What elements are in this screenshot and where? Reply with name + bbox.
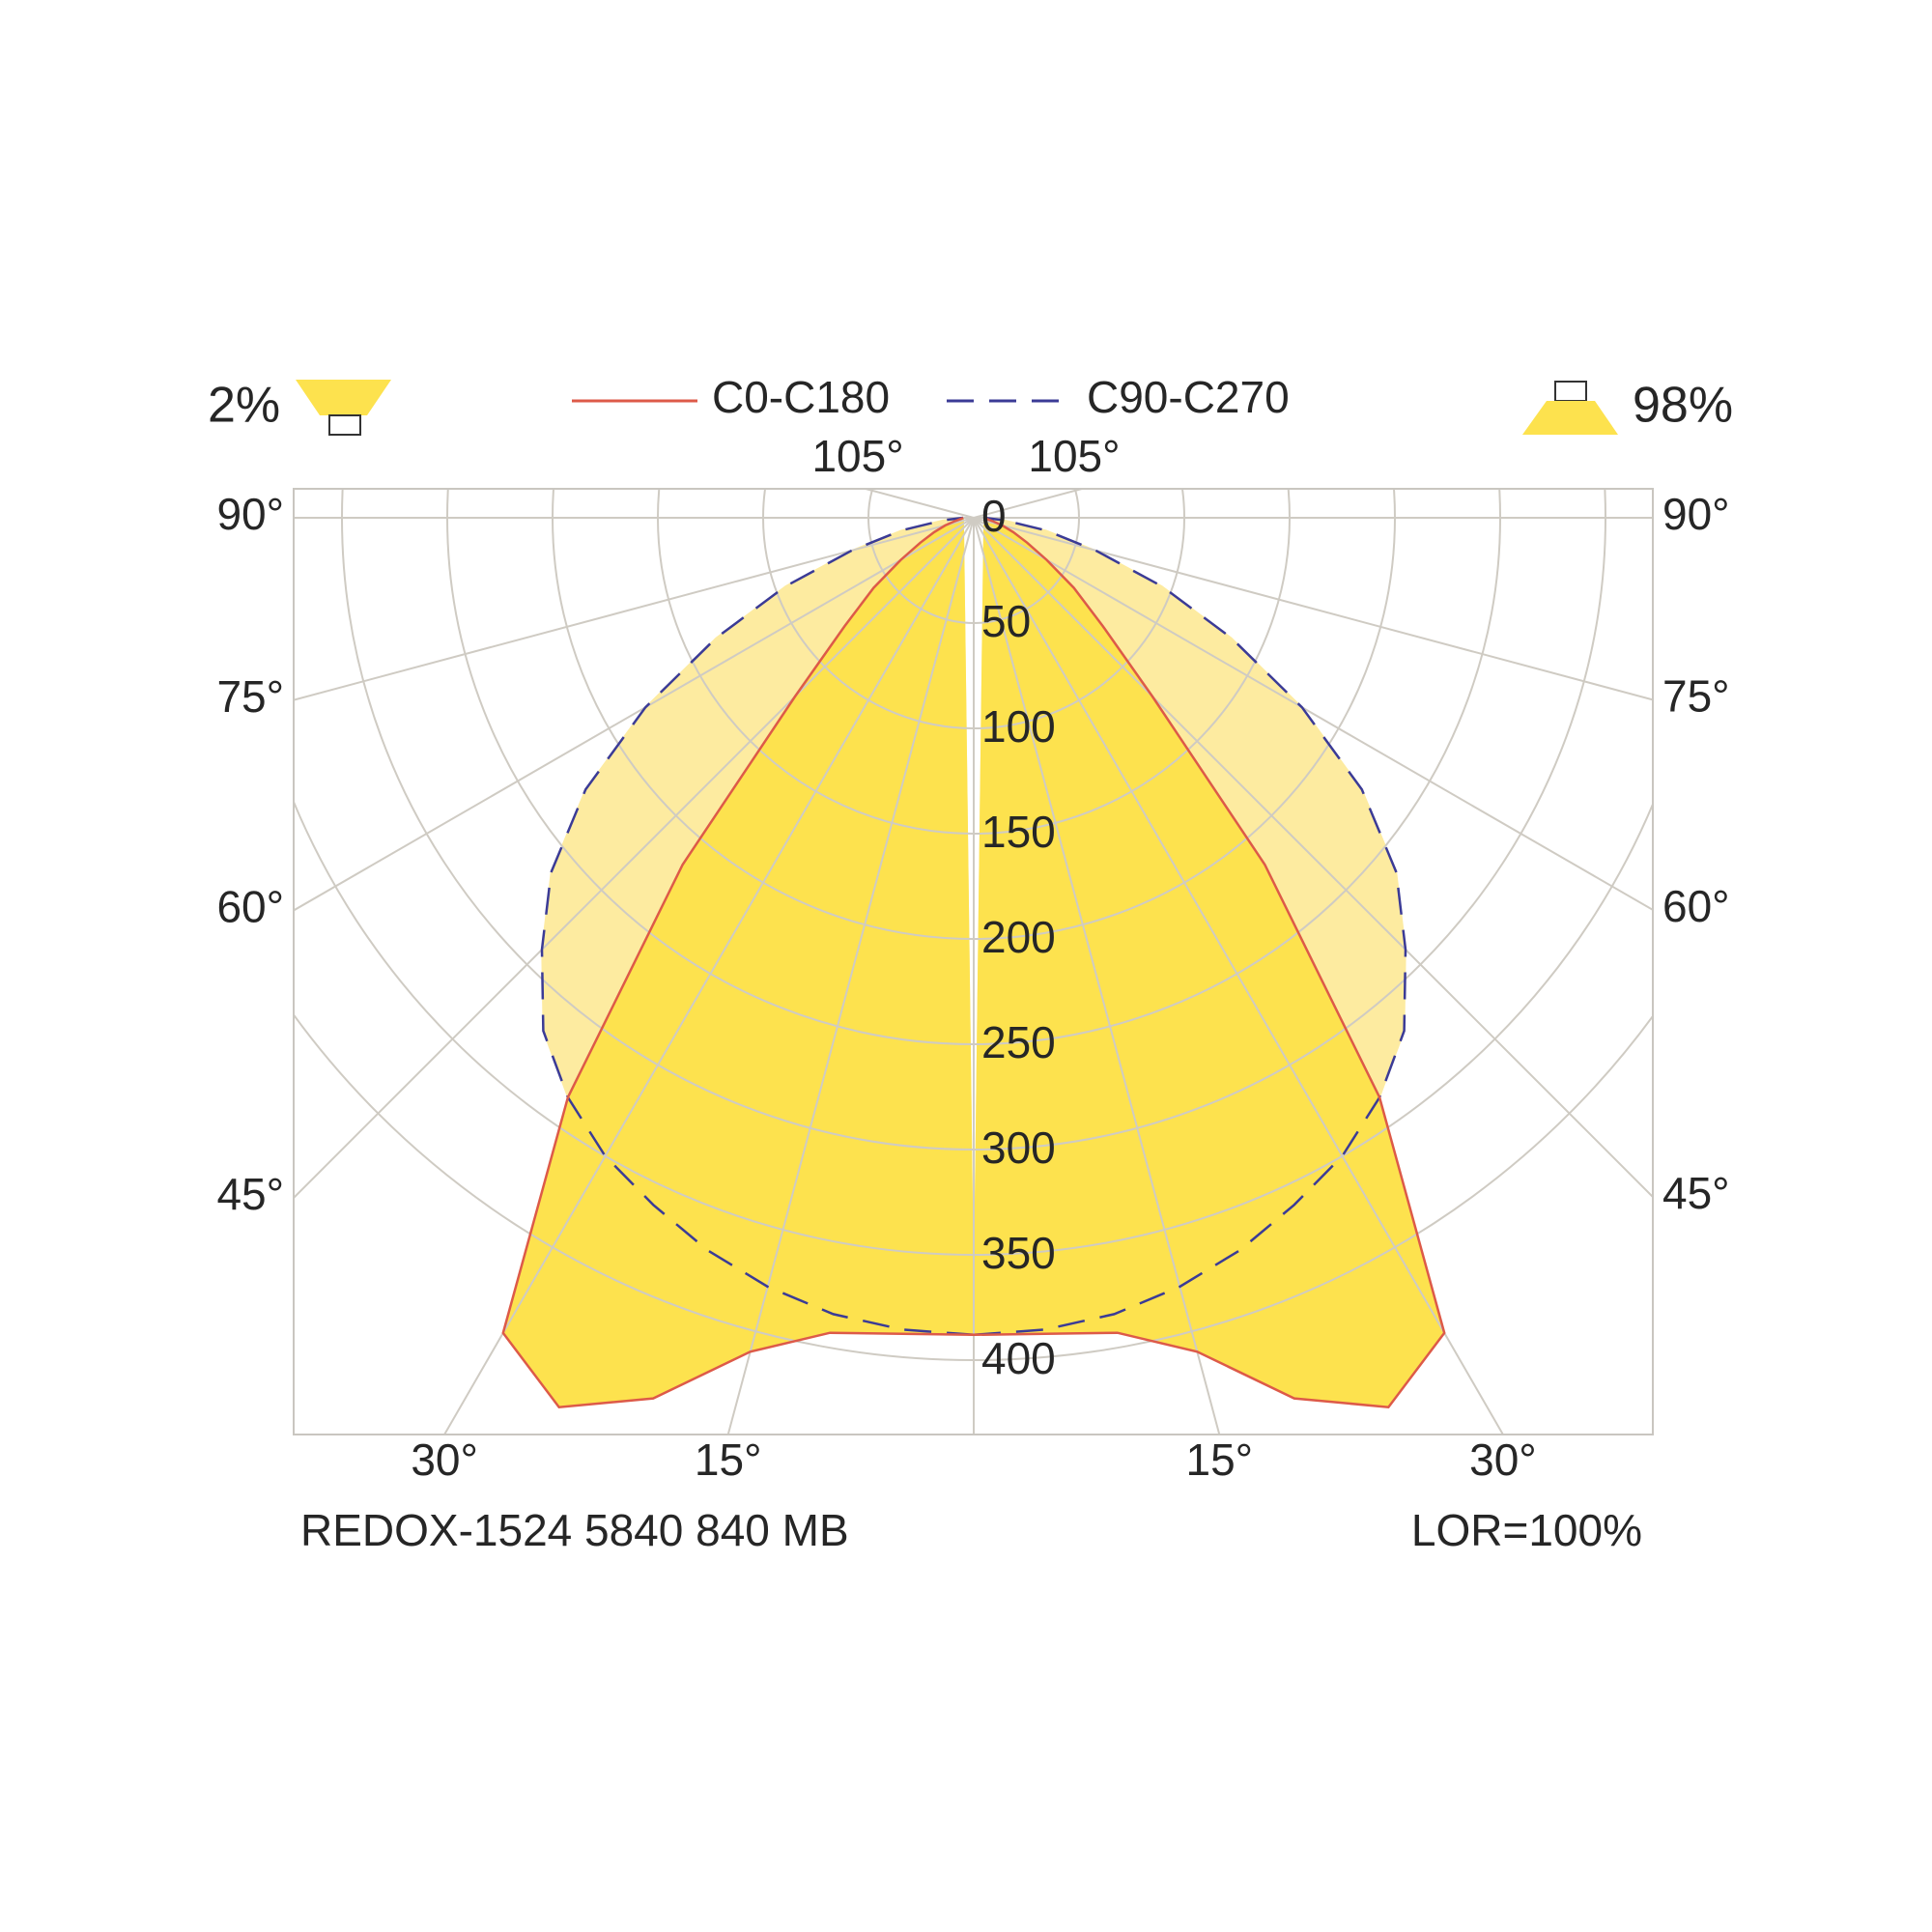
legend-label: C90-C270 bbox=[1087, 372, 1290, 422]
labels: 0 50 100 150 200 250 300 350 400 15° 15° 30° 30° 45° 4… bbox=[216, 431, 1729, 1485]
angle-tick-label: 90° bbox=[1662, 489, 1730, 539]
intensity-curve bbox=[501, 516, 975, 1409]
grid-spoke bbox=[294, 517, 975, 912]
icon-beam bbox=[1522, 401, 1618, 435]
angle-tick-label: 15° bbox=[695, 1435, 762, 1485]
plot-frame bbox=[293, 488, 1654, 1435]
radial-tick-label: 350 bbox=[981, 1228, 1056, 1278]
downward-share: 98% bbox=[1633, 378, 1733, 434]
grid-spoke bbox=[973, 517, 1653, 911]
grid-spoke bbox=[973, 489, 1083, 519]
radial-tick-label: 0 bbox=[981, 491, 1007, 541]
icon-luminaire bbox=[328, 414, 361, 436]
radial-tick-label: 100 bbox=[981, 701, 1056, 752]
footer-lor: LOR=100% bbox=[1411, 1505, 1642, 1555]
upward-icon bbox=[296, 380, 391, 436]
angle-tick-label: 90° bbox=[216, 489, 284, 539]
grid-spoke bbox=[973, 517, 1653, 1198]
grid-spoke bbox=[443, 517, 975, 1435]
radial-tick-label: 150 bbox=[981, 807, 1056, 857]
grid-spoke bbox=[294, 517, 975, 701]
intensity-curve bbox=[973, 516, 1446, 1409]
angle-tick-label: 30° bbox=[411, 1435, 478, 1485]
grid bbox=[294, 489, 1653, 1435]
angle-tick-label: 105° bbox=[811, 431, 903, 481]
icon-luminaire bbox=[1554, 381, 1587, 402]
radial-tick-label: 250 bbox=[981, 1017, 1056, 1067]
intensity-curve bbox=[973, 516, 1407, 1337]
curves bbox=[501, 516, 1446, 1409]
grid-spoke bbox=[973, 517, 1653, 701]
angle-tick-label: 60° bbox=[216, 882, 284, 932]
icon-beam bbox=[296, 380, 391, 415]
grid-spoke bbox=[726, 517, 975, 1435]
angle-tick-label: 60° bbox=[1662, 881, 1730, 931]
grid-spoke bbox=[973, 517, 1504, 1435]
angle-tick-label: 75° bbox=[1662, 671, 1730, 722]
upward-share: 2% bbox=[208, 378, 280, 434]
angle-tick-label: 15° bbox=[1186, 1435, 1254, 1485]
angle-tick-label: 75° bbox=[216, 671, 284, 722]
downward-icon bbox=[1522, 381, 1618, 435]
legend-label: C0-C180 bbox=[712, 372, 890, 422]
angle-tick-label: 105° bbox=[1028, 431, 1120, 481]
radial-tick-label: 400 bbox=[981, 1333, 1056, 1383]
legend: C0-C180 C90-C270 bbox=[572, 372, 1290, 422]
radial-tick-label: 50 bbox=[981, 596, 1031, 646]
grid-spoke bbox=[973, 517, 1221, 1435]
grid-spoke bbox=[865, 489, 975, 519]
angle-tick-label: 45° bbox=[1662, 1168, 1730, 1218]
radial-tick-label: 300 bbox=[981, 1122, 1056, 1173]
angle-tick-label: 30° bbox=[1469, 1435, 1537, 1485]
grid-spoke bbox=[294, 517, 975, 1199]
footer-title: REDOX-1524 5840 840 MB bbox=[300, 1505, 849, 1555]
angle-tick-label: 45° bbox=[216, 1169, 284, 1219]
radial-tick-label: 200 bbox=[981, 912, 1056, 962]
intensity-curve bbox=[540, 516, 975, 1337]
